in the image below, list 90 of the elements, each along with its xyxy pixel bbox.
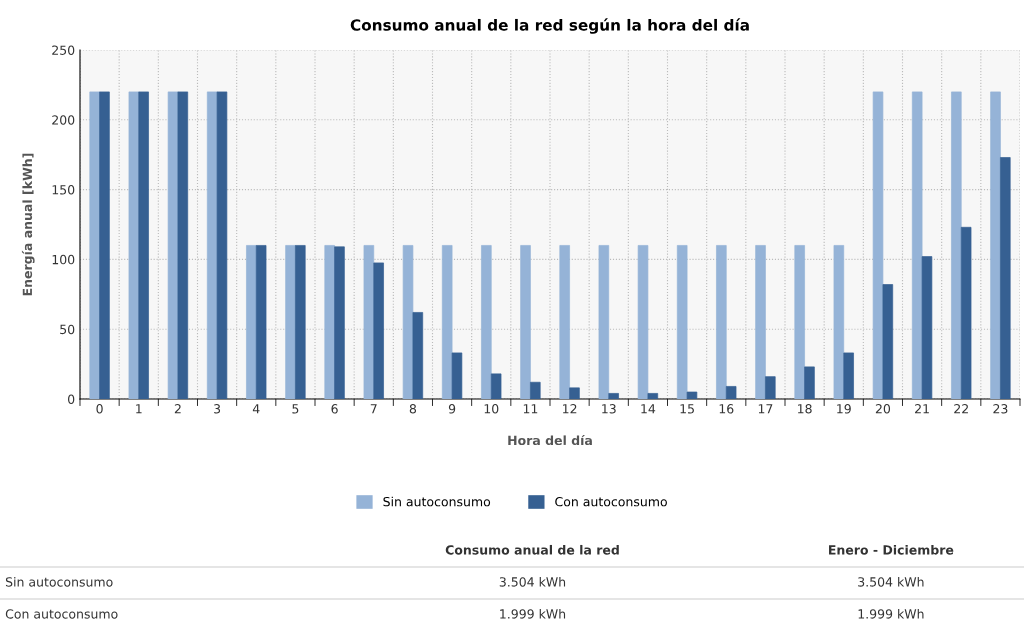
bar	[295, 245, 306, 399]
y-tick-label: 200	[52, 115, 75, 125]
bar	[686, 391, 698, 399]
y-tick-label: 250	[52, 45, 75, 55]
bar	[559, 245, 570, 399]
x-tick-label: 3	[214, 404, 221, 414]
bar	[872, 91, 884, 399]
x-tick-label: 17	[758, 404, 773, 414]
chart-title: Consumo anual de la red según la hora del día	[350, 18, 749, 34]
bar	[960, 226, 972, 399]
bar	[647, 393, 659, 399]
bar	[441, 245, 453, 399]
text: 3.504 kWh	[499, 576, 566, 587]
x-tick-label: 14	[641, 404, 656, 414]
bar	[89, 91, 100, 399]
y-tick-label: 50	[60, 324, 75, 335]
x-tick-label: 19	[837, 404, 851, 414]
bar	[255, 245, 267, 399]
bar	[530, 381, 541, 399]
bar	[285, 245, 296, 399]
bar	[833, 245, 845, 399]
x-tick-label: 0	[96, 404, 103, 414]
x-tick-label: 2	[174, 404, 181, 414]
bar	[569, 387, 580, 399]
bar	[520, 245, 531, 399]
bar	[490, 373, 502, 399]
x-tick-label: 11	[523, 404, 538, 414]
bar	[608, 393, 619, 399]
bar	[804, 366, 815, 399]
bar	[177, 91, 189, 399]
bar	[598, 245, 610, 399]
x-tick-label: 4	[252, 404, 260, 414]
x-tick-label: 7	[370, 404, 377, 414]
text: Sin autoconsumo	[5, 576, 113, 587]
text: Con autoconsumo	[5, 609, 118, 619]
x-tick-label: 20	[875, 404, 891, 414]
legend-label: Con autoconsumo	[555, 496, 667, 507]
x-tick-label: 13	[602, 404, 616, 414]
bar	[324, 245, 335, 399]
x-tick-label: 5	[292, 404, 299, 414]
bar	[216, 91, 228, 399]
text: 3.504 kWh	[858, 576, 924, 587]
x-tick-label: 10	[484, 404, 499, 414]
x-tick-label: 15	[680, 404, 694, 414]
bar	[412, 312, 424, 399]
x-tick-label: 1	[136, 404, 142, 414]
x-axis-title: Hora del día	[508, 434, 592, 446]
bar	[794, 245, 805, 399]
x-tick-label: 22	[954, 404, 968, 414]
bar	[373, 262, 384, 399]
text: Enero - Diciembre	[829, 544, 954, 555]
bar	[481, 245, 492, 399]
x-tick-label: 12	[563, 404, 577, 414]
bar	[676, 245, 688, 399]
bar	[99, 91, 110, 399]
x-tick-label: 8	[409, 404, 417, 414]
text: Consumo anual de la red	[445, 544, 619, 555]
bar	[725, 386, 737, 399]
y-tick-label: 150	[52, 185, 75, 195]
bar	[716, 245, 727, 399]
text: 1.999 kWh	[500, 608, 566, 619]
y-tick-label: 100	[52, 254, 75, 265]
bar	[363, 245, 375, 399]
x-tick-label: 21	[915, 404, 929, 414]
x-tick-label: 16	[719, 404, 734, 414]
bar	[138, 91, 149, 399]
bar	[402, 245, 414, 399]
bar	[167, 91, 179, 399]
x-tick-label: 18	[798, 404, 812, 414]
bar	[451, 352, 463, 399]
y-tick-label: 0	[68, 394, 75, 404]
y-axis-title: Energía anual [kWh]	[21, 153, 35, 296]
bar	[755, 245, 766, 399]
x-tick-label: 23	[993, 404, 1008, 414]
legend-label: Sin autoconsumo	[383, 496, 491, 507]
bar	[128, 91, 140, 399]
bar	[911, 91, 923, 399]
bar	[951, 91, 962, 399]
bar	[843, 352, 854, 399]
x-tick-label: 6	[331, 404, 338, 414]
bar	[246, 245, 257, 399]
bar	[637, 245, 649, 399]
text: 1.999 kWh	[858, 608, 924, 619]
bar	[921, 256, 933, 399]
x-tick-label: 9	[448, 404, 456, 414]
bar	[990, 91, 1001, 399]
bar	[334, 246, 345, 399]
bar	[882, 284, 894, 399]
bar	[765, 376, 776, 399]
bar	[1000, 157, 1011, 399]
